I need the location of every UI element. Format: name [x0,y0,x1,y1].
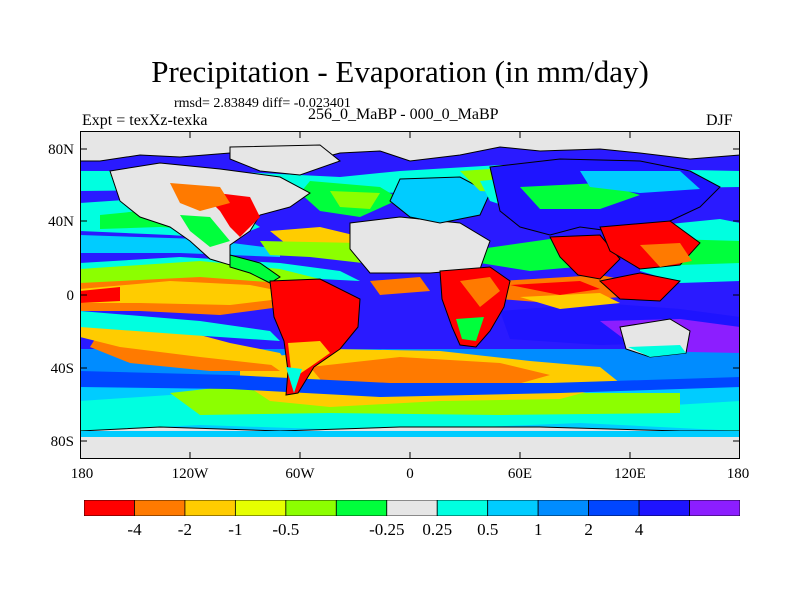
antarctic-coast-sky [80,431,740,437]
colorbar-label-2: -1 [228,520,243,539]
south-america-tip [286,367,302,393]
colorbar-label-0: -4 [127,520,142,539]
colorbar-box-3 [234,500,287,516]
lon-label-60e: 60E [507,466,533,482]
colorbar-label-7: 1 [533,520,543,539]
colorbar-box-12 [689,500,740,516]
lat-label-40n: 40N [48,214,74,230]
colorbar-label-9: 4 [634,520,644,539]
indian-ocean-red [510,281,600,295]
lat-label-80n: 80N [48,142,74,158]
colorbar [84,500,740,516]
australia-cyan [628,345,686,357]
colorbar-box-11 [638,500,690,516]
north-america [109,162,311,266]
colorbar-box-6 [386,500,438,516]
rmsd-diff-stats: rmsd= 2.83849 diff= -0.023401 [174,96,351,111]
indian-ocean-yellow [520,293,620,309]
lon-label-60w: 60W [285,466,315,482]
equatorial-pacific-yellow [80,281,280,305]
y-ticks [80,148,740,442]
lat-label-80s: 80S [50,434,74,450]
pe-map-panel [80,131,740,459]
africa-orange [460,277,500,307]
maritime-continent [598,272,682,302]
colorbar-box-1 [134,500,186,516]
colorbar-label-8: 2 [584,520,593,539]
colorbar-box-10 [588,500,640,516]
equatorial-pacific-red [80,287,120,303]
land-masses [80,131,740,459]
colorbar-box-7 [436,500,489,516]
colorbar-box-4 [285,500,337,516]
colorbar-box-2 [184,500,236,516]
asia-green [520,183,640,209]
lon-label-0: 0 [406,466,414,482]
colorbar-label-6: 0.5 [477,520,499,539]
north-america-orange [170,183,230,211]
lat-label-0: 0 [66,288,75,304]
colorbar-label-1: -2 [177,520,192,539]
equatorial-atlantic-orange [370,277,430,295]
southern-ocean-royal [80,371,740,397]
colorbar-label-3: -0.5 [272,520,300,539]
comparison-label: 256_0_MaBP - 000_0_MaBP [308,106,499,123]
lon-label-180-east: 180 [726,466,750,482]
colorbar-label-4: -0.25 [369,520,405,539]
colorbar-box-9 [537,500,590,516]
asia-sky [580,171,700,193]
lon-label-120w: 120W [171,466,209,482]
lon-label-180-west: 180 [70,466,94,482]
india [549,234,621,280]
experiment-label: Expt = texXz-texka [82,112,208,129]
south-pacific-cyan [80,311,280,341]
se-asia-orange [640,243,692,267]
season-label: DJF [706,112,733,129]
greenland [229,144,342,176]
x-ticks [189,131,631,459]
colorbar-box-5 [335,500,388,516]
north-america-green [180,215,230,247]
lon-label-120e: 120E [614,466,646,482]
europe [389,176,491,224]
map-title: Precipitation - Evaporation (in mm/day) [151,54,649,89]
north-atlantic-lime [330,191,380,209]
colorbar-box-0 [84,500,135,516]
colorbar-label-5: 0.25 [422,520,453,539]
lat-label-40s: 40S [50,361,74,377]
africa-green [456,317,484,341]
colorbar-box-8 [487,500,539,516]
